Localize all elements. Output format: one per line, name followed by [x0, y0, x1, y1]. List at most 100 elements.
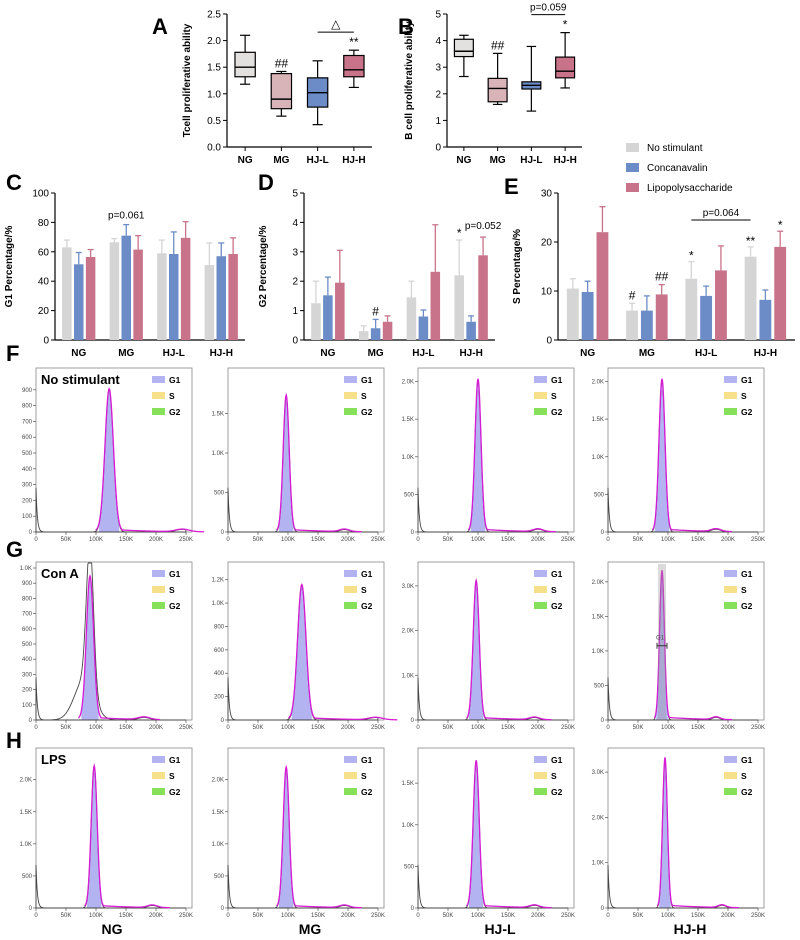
- y-tick-label: 0: [29, 530, 33, 536]
- model-fit-curve: [287, 583, 398, 721]
- x-tick-label: 0: [416, 913, 420, 919]
- legend-label-s: S: [361, 771, 367, 781]
- bar-no-stimulant-ng: [566, 288, 579, 340]
- bottom-label-ng: NG: [102, 921, 123, 937]
- bar-concanavalin-mg: [370, 328, 381, 340]
- y-tick-label: 1.5K: [592, 614, 604, 620]
- bar-concanavalin-hj-l: [169, 254, 179, 340]
- legend-swatch-s: [534, 772, 547, 779]
- legend-swatch-g1: [534, 756, 547, 763]
- annotation-hjl: *: [689, 249, 694, 263]
- x-tick-label-ng: NG: [580, 348, 595, 359]
- histogram-con-a-hj-l: 0 1.0K 2.0K 3.0K 0 50K 100K 150K 200K 250K G1 S G2: [402, 561, 575, 731]
- x-tick-label: 100K: [661, 725, 675, 731]
- x-tick-label: 100K: [471, 725, 485, 731]
- x-tick-label: 50K: [633, 913, 644, 919]
- legend-swatch-s: [152, 392, 165, 399]
- legend-swatch-s: [534, 586, 547, 593]
- y-tick-label: 40: [38, 277, 50, 288]
- x-tick-label: 100K: [89, 913, 103, 919]
- y-tick-label: 1.5K: [212, 810, 224, 816]
- row-label-lps: LPS: [41, 752, 67, 767]
- y-tick-label: 0: [292, 336, 298, 347]
- y-tick-label: 900: [22, 388, 33, 394]
- x-tick-label: 50K: [633, 537, 644, 543]
- x-tick-label: 100K: [471, 537, 485, 543]
- annotation-p-value: p=0.052: [465, 221, 502, 232]
- y-tick-label: 300: [22, 672, 33, 678]
- legend-swatch-g2: [724, 602, 737, 609]
- x-tick-label: 250K: [371, 537, 385, 543]
- x-tick-label-hj-h: HJ-H: [210, 348, 233, 359]
- x-tick-label: 0: [226, 537, 230, 543]
- plot-frame: [607, 367, 765, 533]
- legend-label-no-stimulant: No stimulant: [647, 143, 703, 154]
- legend-label-g2: G2: [361, 601, 373, 611]
- row-label-no-stimulant: No stimulant: [41, 372, 120, 387]
- bar-no-stimulant-ng: [62, 247, 72, 340]
- histogram-lps-hj-h: 0 1.0K 2.0K 3.0K 0 50K 100K 150K 200K 250K G1 S G2: [592, 747, 765, 919]
- legend-swatch-s: [534, 392, 547, 399]
- plot-frame: [607, 561, 765, 721]
- bar-lipopolysaccharide-ng: [85, 256, 96, 340]
- legend-swatch-s: [344, 772, 357, 779]
- x-tick-label: 250K: [179, 913, 193, 919]
- x-tick-label: 150K: [501, 537, 515, 543]
- y-tick-label: 1.2K: [212, 578, 224, 584]
- panel-letter-a: A: [152, 14, 168, 39]
- y-tick-label: 2.0K: [592, 580, 604, 586]
- y-tick-label: 20: [541, 238, 553, 249]
- y-tick-label: 0: [411, 718, 415, 724]
- x-tick-label: 0: [226, 913, 230, 919]
- x-tick-label: 50K: [443, 913, 454, 919]
- y-tick-label: 0: [221, 530, 225, 536]
- y-tick-label: 2.0K: [20, 778, 32, 784]
- bar-chart-c: 0 20 40 60 80 100 G1 Percentage/% NG MG HJ-L HJ-H p…: [4, 189, 245, 359]
- bar-concanavalin-ng: [323, 295, 333, 340]
- panel-letter-d: D: [258, 170, 274, 195]
- x-tick-label: 50K: [443, 725, 454, 731]
- panel-letter-b: B: [398, 14, 414, 39]
- annotation-mg: ##: [275, 56, 289, 70]
- x-tick-label: 150K: [119, 537, 133, 543]
- x-tick-label: 200K: [341, 725, 355, 731]
- legend-label-g2: G2: [551, 787, 563, 797]
- x-tick-label: 200K: [531, 537, 545, 543]
- legend-label-g1: G1: [551, 375, 563, 385]
- legend-label-g1: G1: [361, 375, 373, 385]
- y-tick-label: 0: [411, 906, 415, 912]
- bar-lipopolysaccharide-ng: [596, 232, 609, 340]
- bar-lipopolysaccharide-hj-h: [228, 254, 238, 340]
- y-axis-label: G2 Percentage/%: [258, 226, 269, 308]
- legend-label-g2: G2: [361, 407, 373, 417]
- legend-label-g1: G1: [741, 569, 753, 579]
- g1-population: [99, 389, 120, 532]
- y-tick-label: 1.5K: [20, 810, 32, 816]
- x-tick-label: 0: [416, 537, 420, 543]
- y-tick-label: 1.0K: [212, 451, 224, 457]
- y-tick-label: 2: [435, 89, 441, 100]
- legend-swatch-no-stimulant: [626, 143, 639, 152]
- x-tick-label: 50K: [253, 913, 264, 919]
- bar-concanavalin-hj-h: [216, 256, 226, 340]
- bar-lipopolysaccharide-mg: [133, 249, 143, 340]
- x-tick-label: 50K: [443, 537, 454, 543]
- x-tick-label: 0: [606, 537, 610, 543]
- plot-frame: [417, 561, 575, 721]
- y-axis-label: B cell proliferative ability: [404, 21, 415, 140]
- y-tick-label: 3: [292, 247, 298, 258]
- x-tick-label-ng: NG: [71, 348, 86, 359]
- x-tick-label: 50K: [61, 725, 72, 731]
- y-tick-label: 100: [22, 703, 33, 709]
- bar-concanavalin-mg: [640, 310, 653, 340]
- y-tick-label: 1.0K: [592, 455, 604, 461]
- legend-label-g1: G1: [551, 569, 563, 579]
- x-tick-label-hj-h: HJ-H: [342, 155, 365, 166]
- histogram-no-stimulant-ng: 0 100 200 300 400 500 600 700 800 900 0 50K 100K 150K…: [22, 367, 205, 543]
- legend-swatch-g1: [534, 376, 547, 383]
- bar-no-stimulant-hj-h: [204, 265, 215, 340]
- annotation-mg: #: [372, 304, 379, 318]
- y-tick-label: 1.0: [207, 89, 221, 100]
